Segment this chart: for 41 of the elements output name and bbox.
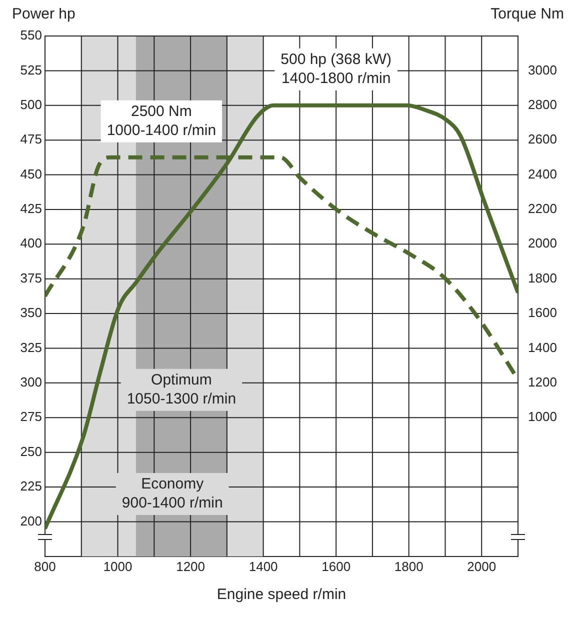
x-tick-label: 1400: [248, 558, 278, 574]
y-tick-label: 325: [20, 340, 42, 355]
y-axis-title: Power hp: [12, 6, 76, 23]
x-tick-label: 1000: [103, 558, 132, 574]
line-series: [45, 103, 518, 531]
y2-tick-label: 2400: [528, 166, 557, 182]
y-tick-label: 475: [20, 132, 42, 147]
y-tick-label: 500: [20, 96, 42, 112]
band-label: Optimum 1050-1300 r/min: [126, 372, 236, 408]
band-label: Economy 900-1400 r/min: [122, 476, 223, 512]
y2-tick-label: 1800: [528, 270, 557, 286]
y-tick-label: 375: [20, 270, 42, 286]
y2-tick-label: 2200: [528, 201, 557, 216]
y-tick-label: 450: [20, 166, 42, 182]
y2-tick-label: 1400: [528, 340, 557, 355]
y2-tick-label: 1200: [528, 374, 557, 390]
y-tick-label: 275: [20, 409, 42, 424]
y-tick-label: 300: [20, 374, 42, 390]
y-tick-label: 250: [20, 444, 42, 459]
annotation: 500 hp (368 kW) 1400-1800 r/min: [280, 51, 392, 88]
y-tick-label: 225: [20, 478, 42, 494]
y2-axis-title: Torque Nm: [490, 6, 564, 23]
y2-tick-label: 2000: [528, 236, 557, 251]
y-tick-label: 200: [20, 513, 42, 528]
y2-tick-label: 1000: [528, 409, 557, 424]
x-tick-label: 1600: [322, 558, 351, 574]
x-axis-title: Engine speed r/min: [216, 586, 346, 604]
x-tick-label: 2000: [467, 558, 496, 574]
y-tick-label: 525: [20, 62, 42, 78]
annotation: 2500 Nm 1000-1400 r/min: [106, 103, 216, 140]
y2-tick-label: 2800: [528, 96, 557, 112]
x-tick-label: 800: [34, 558, 56, 574]
x-tick-label: 1800: [394, 558, 424, 574]
y2-tick-label: 2600: [528, 132, 557, 147]
y-tick-label: 350: [20, 305, 42, 320]
x-tick-label: 1200: [176, 558, 205, 574]
y-tick-label: 425: [20, 201, 42, 216]
y2-tick-label: 1600: [528, 305, 557, 320]
y2-tick-label: 3000: [528, 62, 557, 78]
y-tick-label: 550: [20, 28, 42, 43]
y-tick-label: 400: [20, 236, 42, 251]
